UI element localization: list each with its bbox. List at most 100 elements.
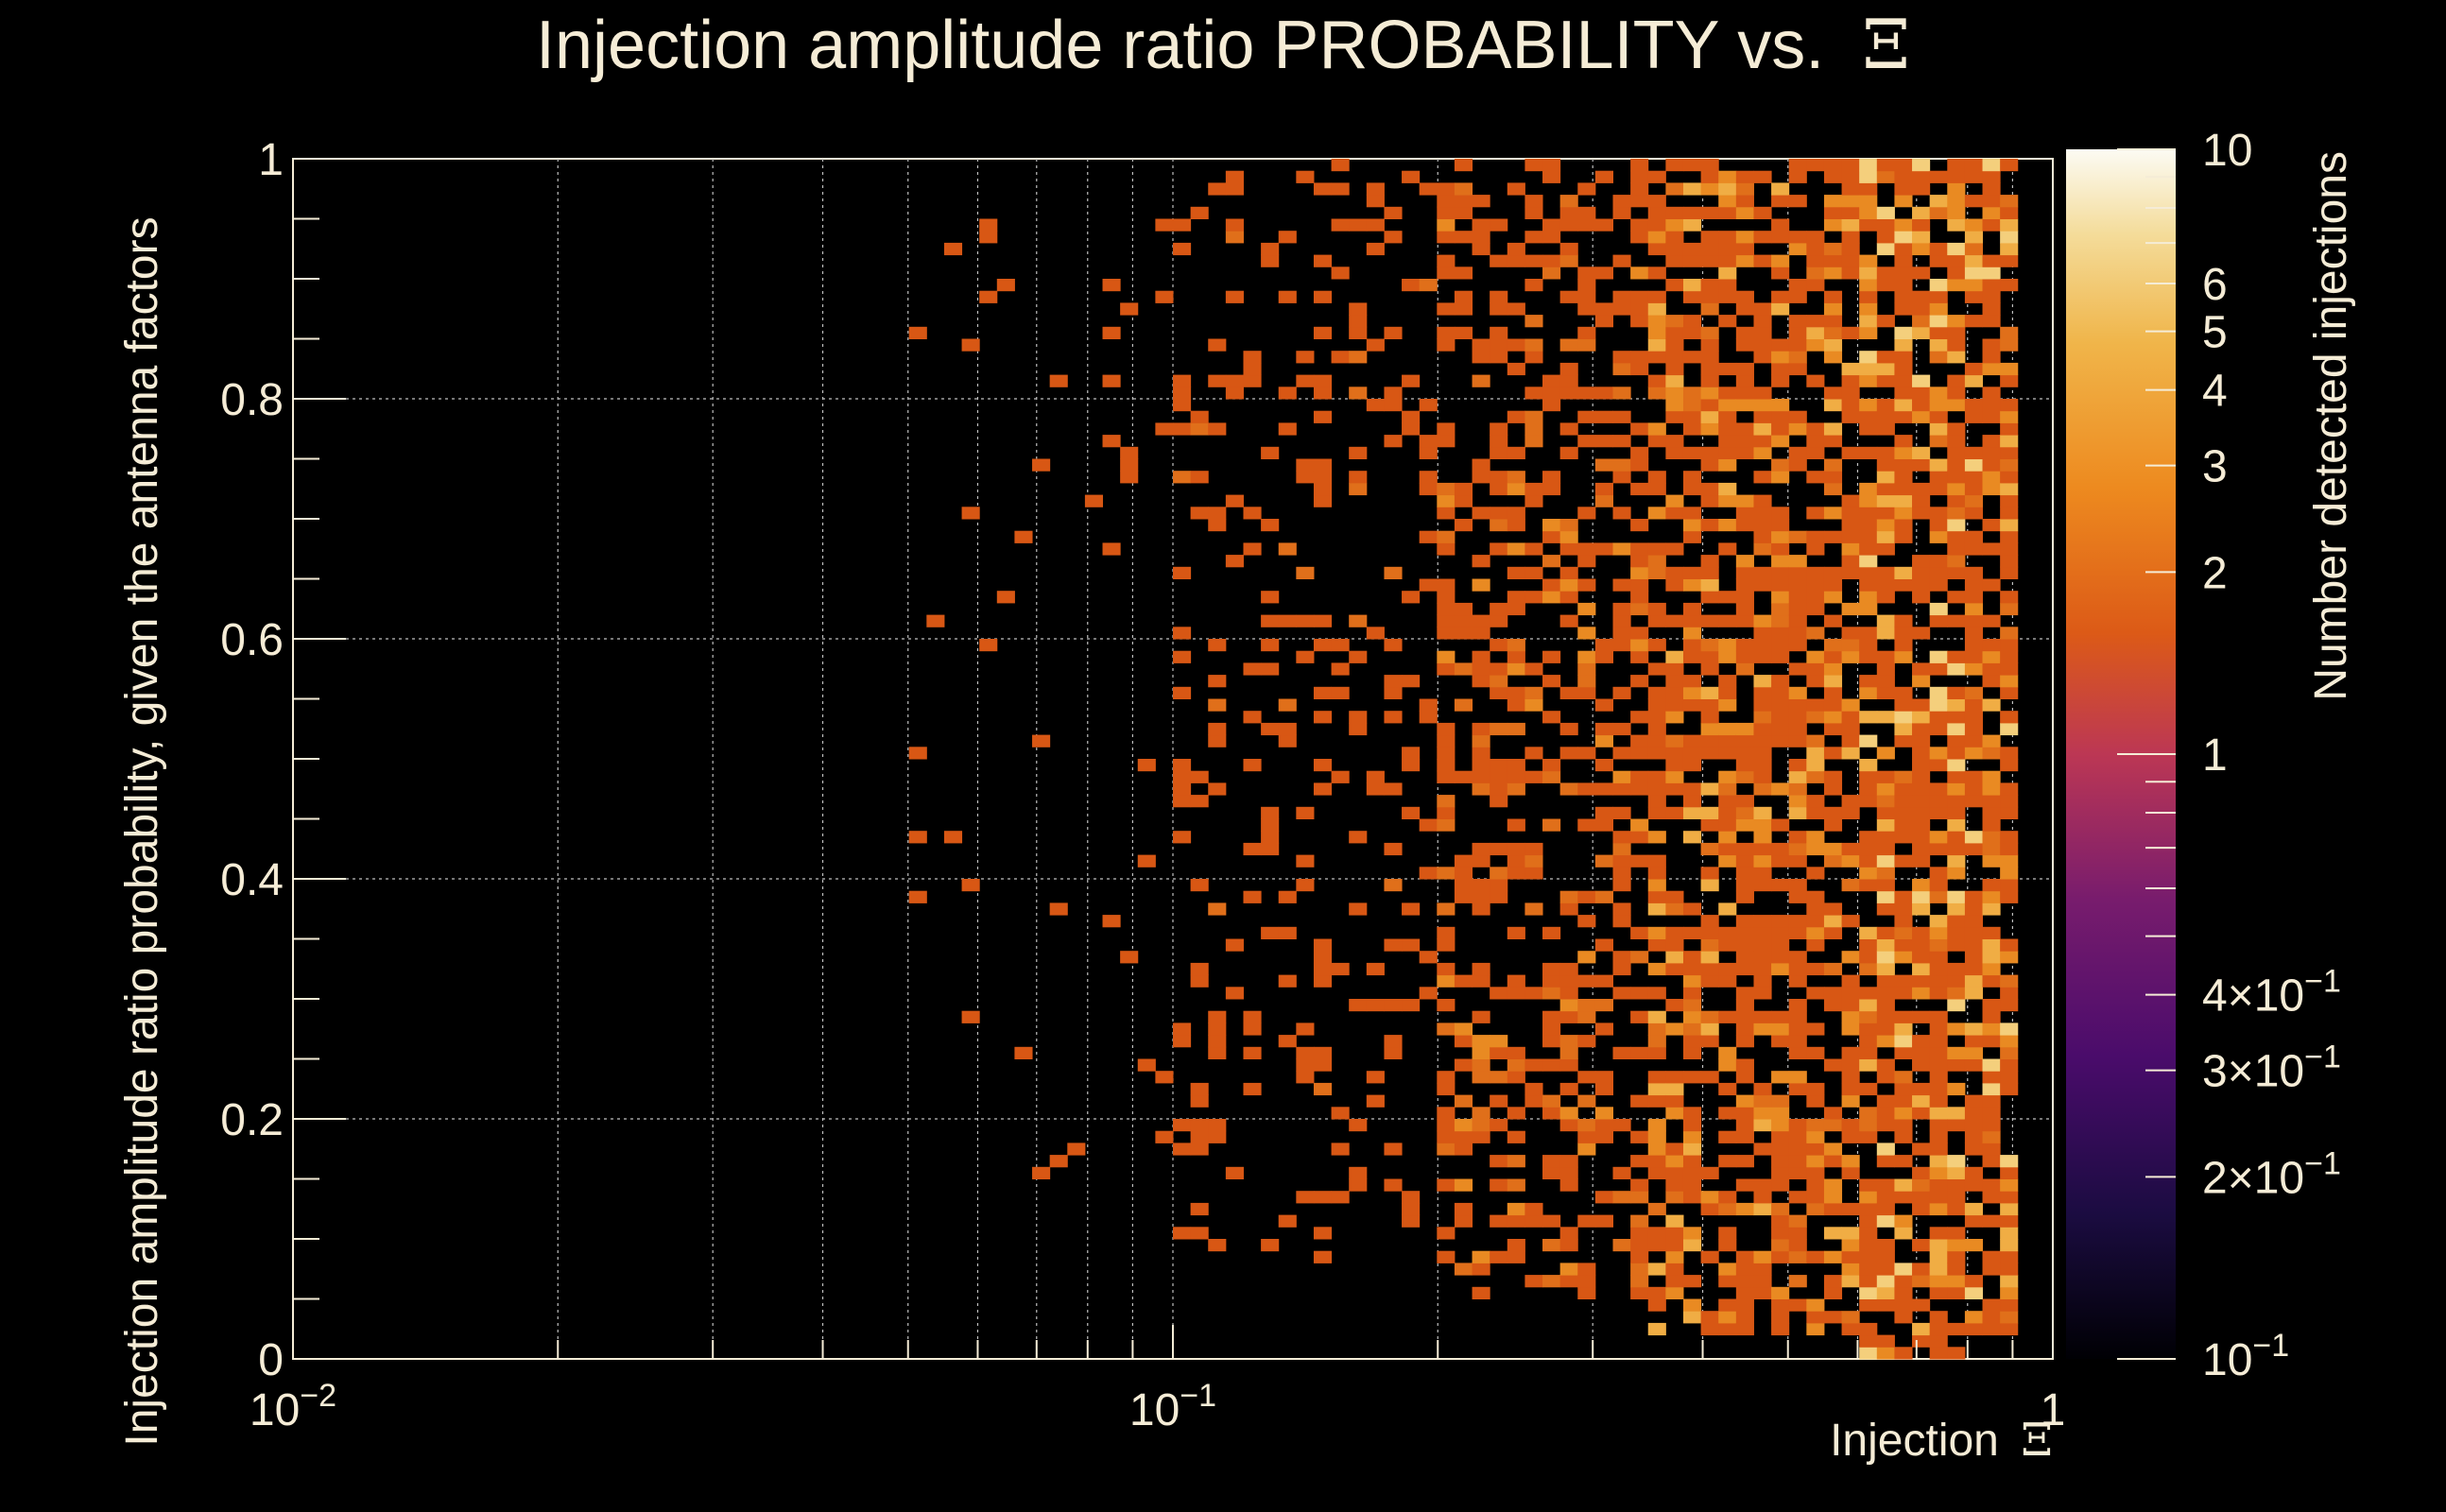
heatmap-cell [1700, 1010, 1719, 1023]
colorbar-tick-label: 1 [2202, 730, 2228, 781]
heatmap-cell [1859, 951, 1878, 964]
heatmap-cell [1771, 591, 1790, 604]
heatmap-cell [1665, 1250, 1684, 1263]
heatmap-cell [1753, 351, 1772, 364]
heatmap-cell [1542, 650, 1561, 663]
heatmap-cell [1366, 1094, 1385, 1108]
heatmap-cell [1859, 555, 1878, 568]
heatmap-cell [1665, 410, 1684, 423]
heatmap-cell [1982, 1094, 2001, 1108]
heatmap-cell [1947, 734, 1966, 747]
heatmap-cell [1806, 578, 1825, 592]
heatmap-cell [1806, 650, 1825, 663]
heatmap-cell [1771, 734, 1790, 747]
heatmap-cell [1208, 1239, 1227, 1252]
heatmap-cell [1577, 650, 1596, 663]
heatmap-cell [1735, 854, 1754, 868]
heatmap-cell [1718, 482, 1737, 496]
x-axis-label: Injection Ξ [1830, 1414, 2053, 1467]
heatmap-cell [1876, 458, 1895, 472]
heatmap-cell [1964, 734, 1984, 747]
heatmap-cell [1841, 519, 1860, 532]
heatmap-cell [1806, 1322, 1825, 1336]
heatmap-cell [1859, 206, 1878, 219]
heatmap-cell [1894, 374, 1913, 387]
heatmap-cell [1735, 747, 1754, 760]
heatmap-cell [2000, 1022, 2019, 1036]
heatmap-cell [2000, 1178, 2019, 1192]
heatmap-cell [1806, 242, 1825, 256]
heatmap-cell [1665, 951, 1684, 964]
heatmap-cell [1929, 747, 1948, 760]
heatmap-cell [1735, 1286, 1754, 1299]
heatmap-cell [1384, 639, 1403, 652]
heatmap-cell [1542, 1214, 1561, 1228]
heatmap-cell [1524, 482, 1543, 496]
heatmap-cell [1612, 722, 1631, 736]
heatmap-cell [1313, 471, 1333, 484]
heatmap-cell [1665, 686, 1684, 699]
heatmap-cell [1647, 782, 1666, 796]
heatmap-cell [1630, 542, 1649, 556]
heatmap-cell [1594, 170, 1613, 183]
heatmap-cell [1682, 1130, 1702, 1143]
heatmap-cell [1349, 711, 1368, 724]
heatmap-cell [1630, 818, 1649, 832]
heatmap-cell [1296, 1191, 1315, 1204]
heatmap-cell [1472, 614, 1490, 627]
heatmap-cell [1735, 650, 1754, 663]
heatmap-cell [1278, 614, 1297, 627]
heatmap-cell [1437, 999, 1456, 1012]
heatmap-cell [1929, 507, 1948, 520]
heatmap-cell [1331, 266, 1350, 280]
heatmap-cell [1876, 686, 1895, 699]
heatmap-cell [1947, 795, 1966, 808]
heatmap-cell [1876, 711, 1895, 724]
heatmap-cell [1559, 999, 1578, 1012]
heatmap-cell [1964, 627, 1984, 640]
heatmap-cell [1912, 1298, 1931, 1312]
heatmap-cell [1718, 362, 1737, 376]
heatmap-cell [1700, 614, 1719, 627]
heatmap-cell [1647, 867, 1666, 880]
heatmap-cell [1947, 338, 1966, 352]
heatmap-cell [1788, 770, 1807, 783]
heatmap-cell [1647, 890, 1666, 903]
heatmap-cell [1384, 566, 1403, 579]
heatmap-cell [1155, 1130, 1174, 1143]
heatmap-cell [1014, 1046, 1033, 1059]
heatmap-cell [996, 591, 1015, 604]
heatmap-cell [1559, 195, 1578, 208]
x-tick-label: 1 [2041, 1385, 2066, 1435]
heatmap-cell [1982, 399, 2001, 412]
heatmap-cell [1700, 879, 1719, 892]
heatmap-cell [1823, 1191, 1843, 1204]
heatmap-cell [1331, 182, 1350, 196]
heatmap-cell [1313, 711, 1333, 724]
heatmap-cell [1155, 290, 1174, 303]
heatmap-cell [1806, 159, 1825, 172]
heatmap-cell [1894, 974, 1913, 988]
heatmap-cell [1173, 795, 1192, 808]
heatmap-cell [1524, 1275, 1543, 1288]
heatmap-cell [1771, 530, 1790, 543]
heatmap-cell [1859, 831, 1878, 844]
heatmap-cell [1718, 422, 1737, 436]
heatmap-cell [1612, 770, 1631, 783]
heatmap-cell [1507, 482, 1525, 496]
heatmap-cell [1718, 854, 1737, 868]
heatmap-cell [1788, 458, 1807, 472]
heatmap-cell [1542, 218, 1561, 232]
heatmap-cell [1665, 507, 1684, 520]
heatmap-cell [1507, 854, 1525, 868]
heatmap-cell [1876, 806, 1895, 819]
heatmap-cell [1771, 302, 1790, 316]
heatmap-cell [1982, 1250, 2001, 1263]
heatmap-cell [1788, 1035, 1807, 1048]
heatmap-cell [1647, 734, 1666, 747]
heatmap-cell [1735, 867, 1754, 880]
heatmap-cell [1982, 890, 2001, 903]
heatmap-cell [1542, 591, 1561, 604]
heatmap-cell [1647, 231, 1666, 244]
heatmap-cell [1929, 698, 1948, 712]
